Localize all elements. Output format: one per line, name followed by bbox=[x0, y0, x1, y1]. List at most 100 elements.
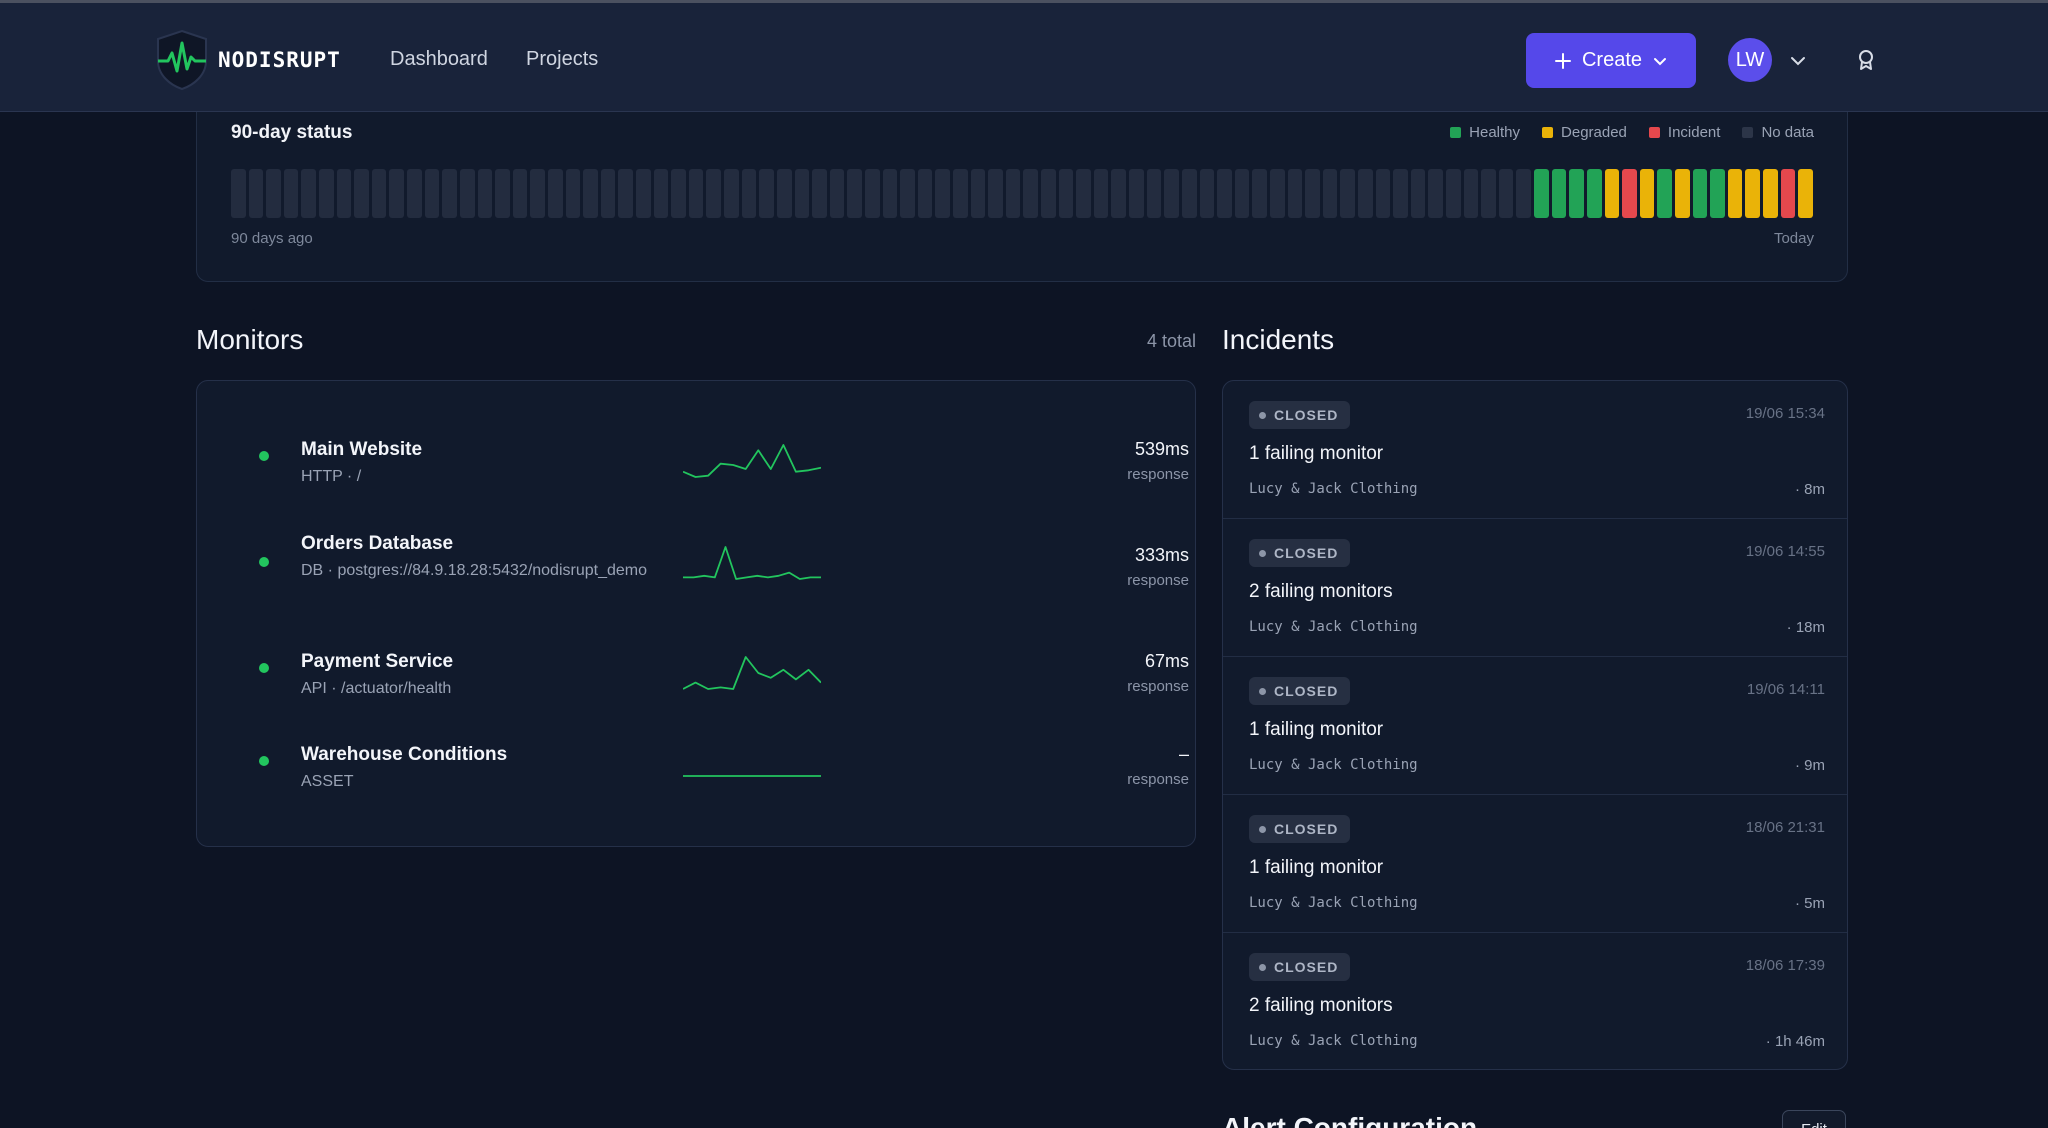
status-day-bar[interactable] bbox=[336, 169, 352, 218]
status-day-bar[interactable] bbox=[600, 169, 616, 218]
status-day-bar[interactable] bbox=[970, 169, 986, 218]
status-day-bar[interactable] bbox=[1710, 169, 1725, 218]
status-day-bar[interactable] bbox=[988, 169, 1003, 218]
edit-button[interactable]: Edit bbox=[1782, 1110, 1846, 1128]
nav-projects[interactable]: Projects bbox=[526, 48, 599, 70]
status-day-bar[interactable] bbox=[1269, 169, 1285, 218]
status-day-bar[interactable] bbox=[1516, 169, 1532, 218]
status-day-bar[interactable] bbox=[283, 169, 299, 218]
incident-row[interactable]: CLOSED 18/06 17:39 2 failing monitors Lu… bbox=[1223, 933, 1847, 1069]
status-day-bar[interactable] bbox=[459, 169, 475, 218]
nav-dashboard[interactable]: Dashboard bbox=[390, 48, 488, 70]
status-day-bar[interactable] bbox=[1023, 169, 1039, 218]
status-day-bar[interactable] bbox=[776, 169, 792, 218]
incident-row[interactable]: CLOSED 19/06 15:34 1 failing monitor Luc… bbox=[1223, 381, 1847, 519]
status-day-bar[interactable] bbox=[424, 169, 440, 218]
status-day-bar[interactable] bbox=[442, 169, 457, 218]
status-day-bar[interactable] bbox=[1041, 169, 1056, 218]
status-day-bar[interactable] bbox=[1129, 169, 1144, 218]
status-day-bar[interactable] bbox=[583, 169, 598, 218]
status-day-bar[interactable] bbox=[688, 169, 704, 218]
status-day-bar[interactable] bbox=[882, 169, 898, 218]
status-day-bar[interactable] bbox=[565, 169, 581, 218]
status-day-bar[interactable] bbox=[900, 169, 915, 218]
status-day-bar[interactable] bbox=[741, 169, 757, 218]
status-day-bar[interactable] bbox=[1358, 169, 1373, 218]
status-day-bar[interactable] bbox=[1428, 169, 1444, 218]
status-day-bar[interactable] bbox=[1692, 169, 1708, 218]
status-day-bar[interactable] bbox=[354, 169, 369, 218]
incident-row[interactable]: CLOSED 19/06 14:55 2 failing monitors Lu… bbox=[1223, 519, 1847, 657]
status-day-bar[interactable] bbox=[1463, 169, 1479, 218]
monitor-row[interactable]: Orders Database DB · postgres://84.9.18.… bbox=[197, 517, 1331, 607]
status-day-bar[interactable] bbox=[1181, 169, 1197, 218]
status-day-bar[interactable] bbox=[547, 169, 563, 218]
status-day-bar[interactable] bbox=[1798, 169, 1813, 218]
brand-name[interactable]: NODISRUPT bbox=[218, 48, 341, 72]
status-day-bar[interactable] bbox=[1076, 169, 1091, 218]
status-day-bar[interactable] bbox=[1058, 169, 1074, 218]
chevron-down-icon[interactable] bbox=[1788, 51, 1808, 71]
status-day-bar[interactable] bbox=[1498, 169, 1514, 218]
status-day-bar[interactable] bbox=[371, 169, 387, 218]
status-day-bar[interactable] bbox=[301, 169, 317, 218]
status-day-bar[interactable] bbox=[477, 169, 493, 218]
monitor-row[interactable]: Main Website HTTP · / 539ms response 99.… bbox=[197, 411, 1331, 501]
status-day-bar[interactable] bbox=[671, 169, 686, 218]
status-day-bar[interactable] bbox=[1727, 169, 1743, 218]
status-day-bar[interactable] bbox=[1234, 169, 1250, 218]
award-icon[interactable] bbox=[1856, 49, 1876, 71]
status-day-bar[interactable] bbox=[1446, 169, 1461, 218]
status-day-bar[interactable] bbox=[1569, 169, 1584, 218]
status-day-bar[interactable] bbox=[1604, 169, 1620, 218]
status-day-bar[interactable] bbox=[1410, 169, 1426, 218]
monitor-row[interactable]: Warehouse Conditions ASSET – response 92… bbox=[197, 716, 1331, 806]
status-day-bar[interactable] bbox=[794, 169, 810, 218]
status-day-bar[interactable] bbox=[1551, 169, 1567, 218]
status-day-bar[interactable] bbox=[1534, 169, 1549, 218]
status-day-bar[interactable] bbox=[1164, 169, 1179, 218]
status-day-bar[interactable] bbox=[1340, 169, 1355, 218]
status-day-bar[interactable] bbox=[1586, 169, 1602, 218]
status-day-bar[interactable] bbox=[1305, 169, 1320, 218]
create-button[interactable]: Create bbox=[1526, 33, 1696, 88]
incident-row[interactable]: CLOSED 19/06 14:11 1 failing monitor Luc… bbox=[1223, 657, 1847, 795]
status-day-bar[interactable] bbox=[1393, 169, 1408, 218]
status-day-bar[interactable] bbox=[847, 169, 862, 218]
status-day-bar[interactable] bbox=[1481, 169, 1496, 218]
status-day-bar[interactable] bbox=[1199, 169, 1215, 218]
status-day-bar[interactable] bbox=[653, 169, 669, 218]
status-day-bar[interactable] bbox=[812, 169, 827, 218]
status-day-bar[interactable] bbox=[1287, 169, 1303, 218]
status-day-bar[interactable] bbox=[706, 169, 722, 218]
status-day-bar[interactable] bbox=[530, 169, 545, 218]
status-day-bar[interactable] bbox=[1763, 169, 1778, 218]
status-day-bar[interactable] bbox=[636, 169, 651, 218]
status-day-bar[interactable] bbox=[512, 169, 528, 218]
status-day-bar[interactable] bbox=[935, 169, 950, 218]
status-day-bar[interactable] bbox=[1111, 169, 1127, 218]
status-day-bar[interactable] bbox=[1217, 169, 1232, 218]
status-day-bar[interactable] bbox=[1005, 169, 1021, 218]
status-day-bar[interactable] bbox=[266, 169, 281, 218]
status-day-bar[interactable] bbox=[1322, 169, 1338, 218]
user-avatar[interactable]: LW bbox=[1728, 38, 1772, 82]
status-day-bar[interactable] bbox=[1674, 169, 1690, 218]
status-day-bar[interactable] bbox=[952, 169, 968, 218]
status-day-bar[interactable] bbox=[1745, 169, 1761, 218]
incident-row[interactable]: CLOSED 18/06 21:31 1 failing monitor Luc… bbox=[1223, 795, 1847, 933]
status-day-bar[interactable] bbox=[248, 169, 264, 218]
status-day-bar[interactable] bbox=[1252, 169, 1267, 218]
status-day-bar[interactable] bbox=[495, 169, 510, 218]
status-day-bar[interactable] bbox=[1639, 169, 1655, 218]
monitor-row[interactable]: Payment Service API · /actuator/health 6… bbox=[197, 623, 1331, 713]
nodisrupt-logo-icon[interactable] bbox=[154, 29, 210, 91]
status-day-bar[interactable] bbox=[407, 169, 422, 218]
status-day-bar[interactable] bbox=[231, 169, 246, 218]
status-day-bar[interactable] bbox=[1146, 169, 1162, 218]
status-day-bar[interactable] bbox=[319, 169, 334, 218]
status-day-bar[interactable] bbox=[1375, 169, 1391, 218]
status-day-bar[interactable] bbox=[1657, 169, 1672, 218]
status-day-bar[interactable] bbox=[618, 169, 634, 218]
status-day-bar[interactable] bbox=[917, 169, 933, 218]
